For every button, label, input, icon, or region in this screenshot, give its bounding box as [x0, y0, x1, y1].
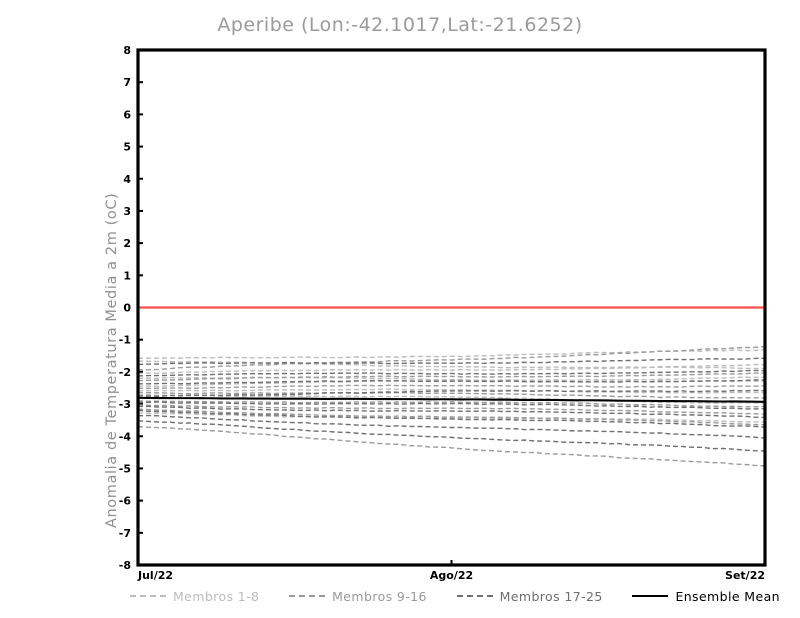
- member-line: [138, 408, 765, 426]
- legend-item-ensemble-mean[interactable]: Ensemble Mean: [632, 589, 780, 604]
- chart-title: Aperibe (Lon:-42.1017,Lat:-21.6252): [217, 14, 583, 36]
- y-axis-tick-label: -2: [119, 366, 131, 379]
- x-axis-tick-label: Set/22: [725, 569, 765, 582]
- member-line: [138, 363, 765, 375]
- y-axis-tick-label: 3: [123, 205, 131, 218]
- legend-label-membros-17-25: Membros 17-25: [499, 588, 603, 604]
- member-line: [138, 401, 765, 410]
- member-line: [138, 391, 765, 399]
- y-axis-tick-label: 4: [123, 173, 131, 186]
- member-line: [138, 379, 765, 385]
- y-axis-tick-label: -6: [119, 495, 132, 508]
- x-axis-tick-label: Jul/22: [137, 569, 173, 582]
- member-line: [138, 400, 765, 408]
- legend-swatch-ensemble-mean: [632, 595, 669, 597]
- member-line: [138, 405, 765, 419]
- y-axis-tick-label: 7: [123, 76, 131, 89]
- legend-label-membros-1-8: Membros 1-8: [173, 588, 260, 604]
- y-axis-tick-label: -8: [119, 559, 131, 572]
- member-line: [138, 420, 765, 452]
- y-axis-tick-label: -1: [119, 334, 131, 347]
- legend-item-membros-9-16[interactable]: Membros 9-16: [289, 589, 427, 604]
- legend-swatch-membros-9-16: [289, 595, 326, 597]
- y-axis-tick-label: 6: [123, 108, 131, 121]
- member-line: [138, 369, 765, 377]
- member-line: [138, 404, 765, 415]
- member-line: [138, 409, 765, 428]
- y-axis-tick-label: -3: [119, 398, 131, 411]
- member-line: [138, 414, 765, 439]
- y-axis-tick-label: 0: [123, 302, 131, 315]
- ensemble-mean-line: [138, 396, 765, 403]
- y-axis-tick-label: -7: [119, 527, 131, 540]
- series-group: [138, 345, 765, 467]
- legend-swatch-membros-1-8: [130, 595, 166, 597]
- member-line: [138, 345, 765, 371]
- x-axis-tick-label: Ago/22: [430, 569, 473, 582]
- member-line: [138, 389, 765, 397]
- legend-swatch-membros-17-25: [456, 595, 493, 597]
- y-axis-tick-label: 5: [123, 141, 131, 154]
- y-axis-tick-label: -5: [119, 462, 131, 475]
- member-line: [138, 384, 765, 390]
- y-axis-tick-label: 1: [123, 269, 131, 282]
- legend-label-membros-9-16: Membros 9-16: [332, 588, 427, 604]
- legend-label-ensemble-mean: Ensemble Mean: [675, 588, 780, 604]
- plot-frame: [136, 48, 767, 567]
- member-line: [138, 388, 765, 394]
- legend-item-membros-17-25[interactable]: Membros 17-25: [456, 588, 603, 604]
- member-line: [138, 372, 765, 382]
- y-axis-tick-label: -4: [119, 430, 132, 443]
- y-axis-tick-label: 8: [123, 44, 131, 57]
- y-axis-tick-label: 2: [123, 237, 131, 250]
- member-line: [138, 393, 765, 405]
- chart-legend: Membros 1-8 Membros 9-16 Membros 17-25 E…: [130, 585, 780, 607]
- member-line: [138, 425, 765, 467]
- member-line: [138, 357, 765, 366]
- legend-item-membros-1-8[interactable]: Membros 1-8: [130, 589, 259, 604]
